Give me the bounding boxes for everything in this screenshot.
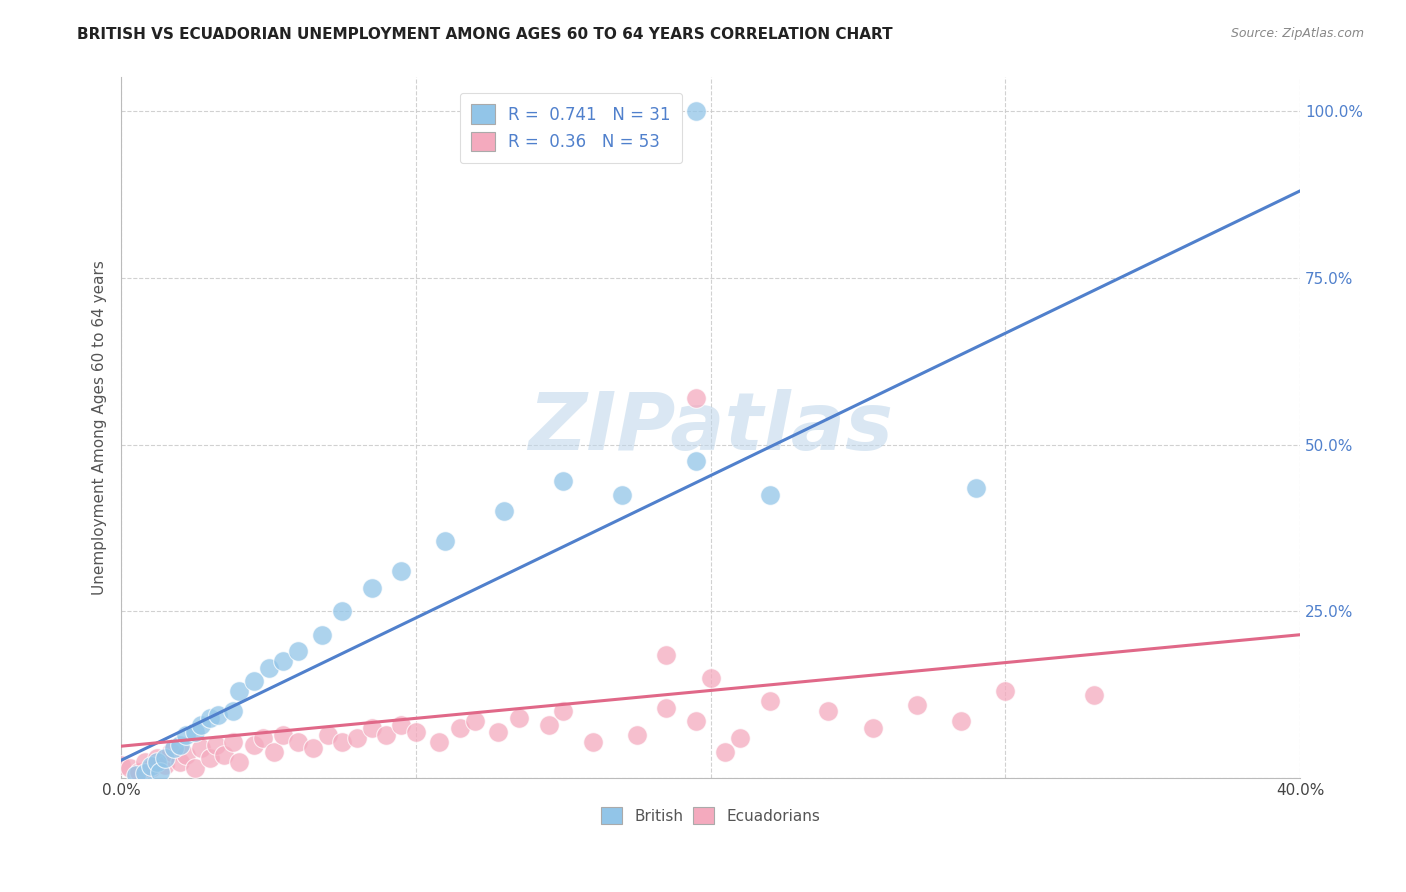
Point — [243, 674, 266, 689]
Point — [1083, 688, 1105, 702]
Point — [263, 745, 285, 759]
Point — [198, 711, 221, 725]
Point — [271, 728, 294, 742]
Point — [198, 751, 221, 765]
Point — [699, 671, 721, 685]
Point — [134, 765, 156, 780]
Point — [714, 745, 737, 759]
Point — [163, 741, 186, 756]
Point — [148, 764, 170, 779]
Text: BRITISH VS ECUADORIAN UNEMPLOYMENT AMONG AGES 60 TO 64 YEARS CORRELATION CHART: BRITISH VS ECUADORIAN UNEMPLOYMENT AMONG… — [77, 27, 893, 42]
Point — [360, 721, 382, 735]
Point — [965, 481, 987, 495]
Point — [190, 718, 212, 732]
Point — [287, 644, 309, 658]
Point — [537, 718, 560, 732]
Point — [228, 755, 250, 769]
Point — [405, 724, 427, 739]
Point — [950, 714, 973, 729]
Point — [207, 707, 229, 722]
Point — [758, 694, 780, 708]
Point — [252, 731, 274, 746]
Point — [346, 731, 368, 746]
Point — [488, 724, 510, 739]
Point — [994, 684, 1017, 698]
Point — [120, 761, 142, 775]
Point — [139, 759, 162, 773]
Point — [685, 391, 707, 405]
Point — [169, 738, 191, 752]
Point — [311, 628, 333, 642]
Point — [287, 734, 309, 748]
Point — [434, 534, 457, 549]
Point — [389, 564, 412, 578]
Point — [222, 734, 245, 748]
Y-axis label: Unemployment Among Ages 60 to 64 years: Unemployment Among Ages 60 to 64 years — [93, 260, 107, 595]
Point — [228, 684, 250, 698]
Point — [301, 741, 323, 756]
Point — [184, 724, 207, 739]
Point — [582, 734, 605, 748]
Point — [464, 714, 486, 729]
Point — [160, 745, 183, 759]
Point — [155, 751, 177, 765]
Point — [685, 714, 707, 729]
Text: ZIPatlas: ZIPatlas — [529, 389, 893, 467]
Point — [145, 755, 167, 769]
Point — [553, 474, 575, 488]
Point — [429, 734, 451, 748]
Point — [817, 705, 839, 719]
Point — [214, 747, 236, 762]
Point — [655, 648, 678, 662]
Point — [155, 757, 177, 772]
Point — [508, 711, 530, 725]
Point — [494, 504, 516, 518]
Point — [204, 738, 226, 752]
Point — [125, 768, 148, 782]
Point — [685, 454, 707, 468]
Point — [145, 751, 167, 765]
Point — [626, 728, 648, 742]
Point — [553, 705, 575, 719]
Point — [190, 741, 212, 756]
Point — [134, 755, 156, 769]
Point — [139, 761, 162, 775]
Point — [222, 705, 245, 719]
Point — [728, 731, 751, 746]
Point — [375, 728, 398, 742]
Legend: British, Ecuadorians: British, Ecuadorians — [592, 797, 830, 834]
Point — [169, 755, 191, 769]
Point — [174, 747, 197, 762]
Point — [862, 721, 884, 735]
Point — [360, 581, 382, 595]
Point — [685, 103, 707, 118]
Point — [758, 487, 780, 501]
Point — [243, 738, 266, 752]
Point — [612, 487, 634, 501]
Point — [257, 661, 280, 675]
Point — [110, 757, 132, 772]
Point — [449, 721, 471, 735]
Point — [316, 728, 339, 742]
Point — [655, 701, 678, 715]
Point — [905, 698, 928, 712]
Point — [330, 734, 353, 748]
Text: Source: ZipAtlas.com: Source: ZipAtlas.com — [1230, 27, 1364, 40]
Point — [389, 718, 412, 732]
Point — [128, 764, 150, 779]
Point — [271, 655, 294, 669]
Point — [174, 728, 197, 742]
Point — [330, 604, 353, 618]
Point — [184, 761, 207, 775]
